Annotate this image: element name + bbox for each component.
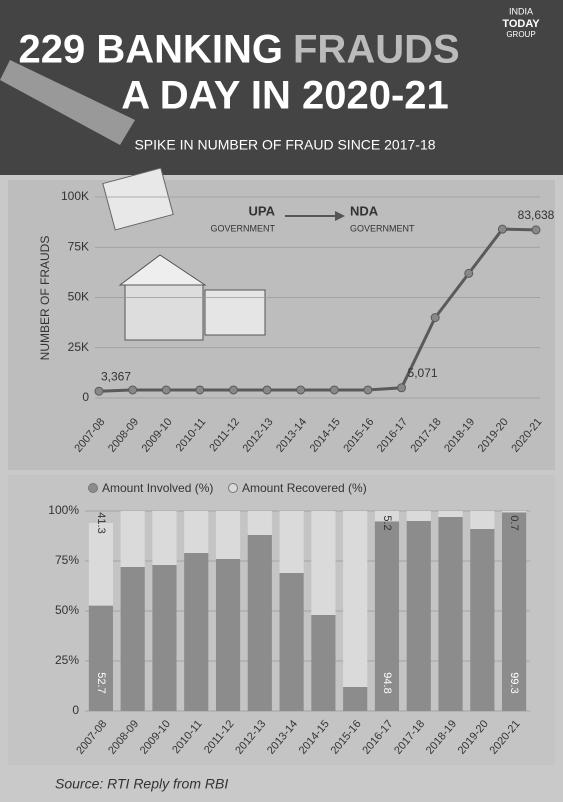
y-tick-label: 100K — [61, 189, 89, 203]
bar-segment — [406, 511, 431, 521]
y-axis-label: NUMBER OF FRAUDS — [38, 236, 52, 361]
point — [397, 383, 407, 393]
bar-segment — [215, 559, 241, 711]
value-label: 99.3 — [508, 672, 520, 693]
brand: INDIA — [509, 6, 533, 16]
hand-illustration — [0, 60, 135, 145]
subtitle: SPIKE IN NUMBER OF FRAUD SINCE 2017-18 — [134, 137, 435, 153]
y-tick-label: 0 — [82, 390, 89, 404]
value-label: 41.3 — [95, 512, 107, 533]
bar-segment — [470, 511, 495, 529]
point — [464, 268, 474, 278]
bar-segment — [152, 511, 177, 565]
point — [228, 385, 238, 395]
brand: GROUP — [506, 30, 535, 39]
title: A DAY IN 2020-21 — [121, 74, 449, 118]
bar-segment — [502, 511, 527, 513]
source: Source: RTI Reply from RBI — [55, 776, 228, 792]
value-label: 52.7 — [95, 672, 107, 693]
point — [329, 385, 339, 395]
arrowhead — [335, 211, 345, 221]
bar-segment — [311, 615, 336, 711]
point — [296, 385, 306, 395]
annotation: GOVERNMENT — [210, 223, 275, 233]
value-label: 3,367 — [101, 369, 131, 383]
value-label: 5,071 — [408, 366, 438, 380]
y-tick-label: 75% — [55, 553, 79, 567]
bar-segment — [247, 535, 272, 711]
point — [531, 225, 541, 235]
point — [262, 385, 272, 395]
y-tick-label: 75K — [68, 239, 89, 253]
point — [363, 385, 373, 395]
bar-segment — [343, 687, 368, 711]
bar-segment — [152, 565, 177, 711]
bar-segment — [184, 511, 209, 553]
legend-label: Amount Recovered (%) — [242, 481, 367, 495]
y-tick-label: 50% — [55, 603, 79, 617]
bar-segment — [374, 511, 400, 522]
title: 229 BANKING — [18, 28, 283, 72]
point — [497, 224, 507, 234]
header-band — [0, 0, 563, 175]
point — [94, 386, 104, 396]
value-label: 5.2 — [381, 515, 393, 530]
bar-segment — [184, 553, 209, 711]
bar-segment — [279, 573, 304, 711]
bar-segment — [311, 511, 336, 615]
bar-segment — [502, 512, 527, 711]
point — [161, 385, 171, 395]
bar-segment — [120, 567, 145, 711]
bar-segment — [406, 521, 431, 711]
bar-segment — [374, 521, 400, 711]
bar-segment — [88, 605, 113, 711]
bar-segment — [279, 511, 304, 573]
line-panel — [8, 180, 555, 470]
y-tick-label: 25K — [68, 340, 89, 354]
legend-label: Amount Involved (%) — [102, 481, 213, 495]
bar-segment — [438, 517, 463, 711]
y-tick-label: 100% — [48, 503, 79, 517]
point — [430, 313, 440, 323]
annotation: UPA — [249, 203, 276, 218]
bar-segment — [120, 511, 145, 567]
value-label: 94.8 — [381, 672, 393, 693]
point — [195, 385, 205, 395]
y-tick-label: 50K — [68, 290, 89, 304]
y-tick-label: 25% — [55, 653, 79, 667]
value-label: 0.7 — [508, 515, 520, 530]
legend-swatch — [88, 483, 98, 493]
bar-segment — [343, 511, 368, 687]
value-label: 83,638 — [518, 208, 555, 222]
bar-segment — [88, 523, 113, 606]
title: FRAUDS — [293, 28, 460, 72]
bar-segment — [247, 511, 272, 535]
bar-segment — [215, 511, 241, 559]
point — [128, 385, 138, 395]
bar-segment — [470, 529, 495, 711]
card-illustration — [102, 167, 174, 231]
legend-swatch — [228, 483, 238, 493]
brand: TODAY — [502, 18, 540, 30]
line — [98, 227, 537, 393]
y-tick-label: 0 — [72, 703, 79, 717]
bar-segment — [438, 511, 463, 517]
annotation: NDA — [350, 203, 379, 218]
annotation: GOVERNMENT — [350, 223, 415, 233]
